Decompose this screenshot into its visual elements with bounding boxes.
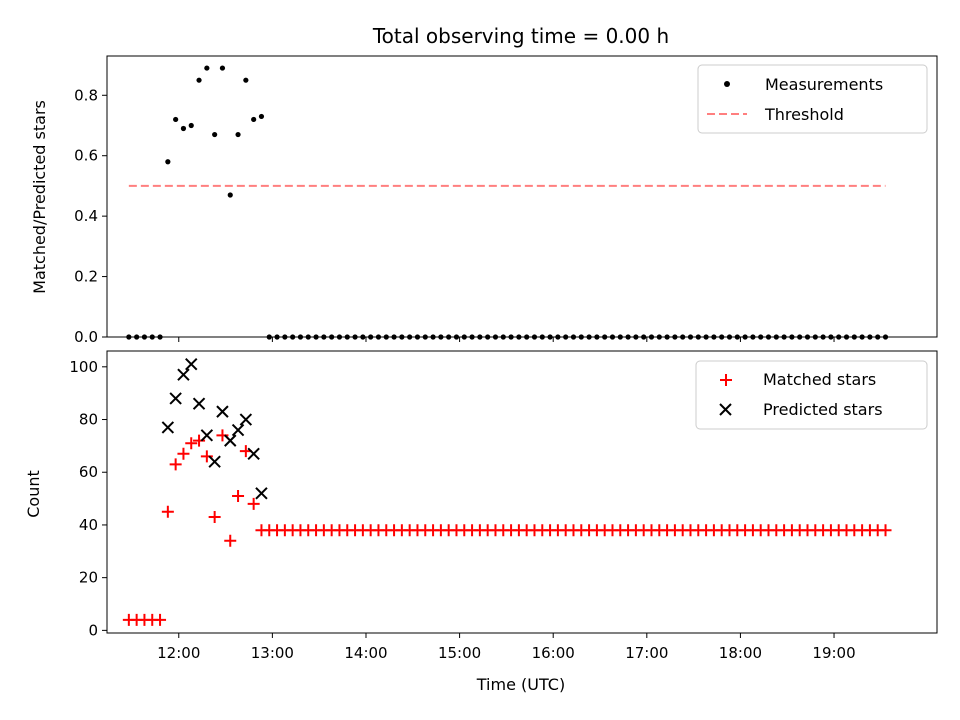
y-tick-label: 0.0: [74, 328, 98, 346]
measurements-point: [180, 125, 187, 132]
x-tick-label: 14:00: [344, 644, 387, 662]
x-tick-label: 13:00: [251, 644, 294, 662]
legend-threshold-label: Threshold: [764, 105, 844, 124]
measurements-point: [188, 122, 194, 129]
matched-stars-point: [169, 458, 182, 471]
chart-title: Total observing time = 0.00 h: [372, 24, 669, 48]
measurements-point: [251, 116, 257, 123]
top-legend: Measurements Threshold: [697, 64, 928, 134]
measurements-point: [165, 159, 171, 165]
predicted-stars-point: [255, 487, 268, 500]
measurements-point: [204, 65, 210, 71]
top-x-axis: [178, 337, 835, 342]
legend-measurements-label: Measurements: [765, 75, 883, 94]
predicted-stars-point: [216, 405, 229, 418]
matched-stars-point: [185, 437, 198, 450]
predicted-stars-point: [224, 434, 237, 447]
y-tick-label: 100: [69, 358, 98, 376]
matched-stars-point: [200, 450, 213, 463]
predicted-stars-point: [185, 357, 198, 371]
legend-matched-stars-marker: [720, 374, 732, 386]
matched-stars-point: [247, 497, 260, 510]
top-panel: 0.00.20.40.60.8 Matched/Predicted stars …: [30, 55, 938, 346]
bottom-axes-frame: [106, 350, 938, 634]
matched-stars-point: [193, 434, 206, 447]
y-tick-label: 0: [88, 621, 98, 639]
measurements-point: [258, 113, 265, 120]
x-tick-label: 17:00: [625, 644, 668, 662]
bottom-legend-box: [695, 360, 928, 430]
top-y-axis: 0.0 0.2 0.4 0.6 0.8: [74, 86, 107, 346]
bottom-panel: 0 20 40 60 80 100 12:00 13:00 14:00 15:00 16:00 17…: [24, 350, 938, 694]
predicted-stars-point: [200, 429, 214, 442]
bottom-x-axis: 12:00 13:00 14:00 15:00 16:00 17:00 18:00 19:00: [157, 633, 856, 662]
top-axes-frame: [106, 55, 938, 338]
y-tick-label: 0.6: [74, 147, 98, 165]
predicted-stars-point: [239, 413, 253, 426]
x-tick-label: 19:00: [812, 644, 855, 662]
y-tick-label: 60: [79, 463, 98, 481]
measurements-point: [196, 77, 202, 83]
predicted-stars-point: [177, 368, 190, 381]
x-axis-label: Time (UTC): [476, 675, 565, 694]
predicted-stars-point: [231, 423, 245, 437]
matched-stars-point: [879, 524, 892, 537]
x-tick-label: 12:00: [157, 644, 200, 662]
matched-stars-point: [232, 489, 245, 502]
legend-measurements-marker: [724, 81, 730, 87]
measurements-point: [227, 192, 233, 198]
matched-stars-point: [154, 613, 167, 626]
legend-predicted-stars-label: Predicted stars: [763, 400, 883, 419]
predicted-stars-point: [208, 455, 221, 468]
y-tick-label: 0.8: [74, 86, 98, 104]
legend-predicted-stars-marker: [719, 403, 732, 416]
bottom-plot-area: [122, 357, 892, 626]
x-tick-label: 16:00: [532, 644, 575, 662]
predicted-stars-point: [247, 447, 260, 460]
matched-stars-point: [216, 429, 229, 442]
measurements-point: [173, 116, 179, 123]
measurements-point: [235, 131, 241, 138]
bottom-y-axis: 0 20 40 60 80 100: [69, 358, 107, 639]
y-tick-label: 20: [79, 569, 98, 587]
y-tick-label: 0.2: [74, 268, 98, 286]
bottom-legend: Matched stars Predicted stars: [695, 360, 928, 430]
top-legend-box: [697, 64, 928, 134]
predicted-stars-point: [169, 392, 182, 405]
measurements-point: [243, 77, 249, 83]
predicted-stars-point: [192, 397, 206, 410]
y-tick-label: 40: [79, 516, 98, 534]
y-tick-label: 80: [79, 411, 98, 429]
matched-stars-point: [161, 505, 174, 518]
measurements-point: [219, 65, 226, 71]
matched-stars-point: [224, 534, 237, 547]
matched-stars-point: [177, 447, 190, 460]
measurements-point: [212, 131, 218, 138]
predicted-stars-point: [161, 421, 175, 434]
x-tick-label: 15:00: [438, 644, 481, 662]
y-tick-label: 0.4: [74, 207, 98, 225]
top-y-axis-label: Matched/Predicted stars: [30, 100, 49, 294]
legend-matched-stars-label: Matched stars: [763, 370, 876, 389]
x-tick-label: 18:00: [719, 644, 762, 662]
bottom-y-axis-label: Count: [24, 470, 43, 518]
matched-stars-point: [208, 511, 221, 524]
